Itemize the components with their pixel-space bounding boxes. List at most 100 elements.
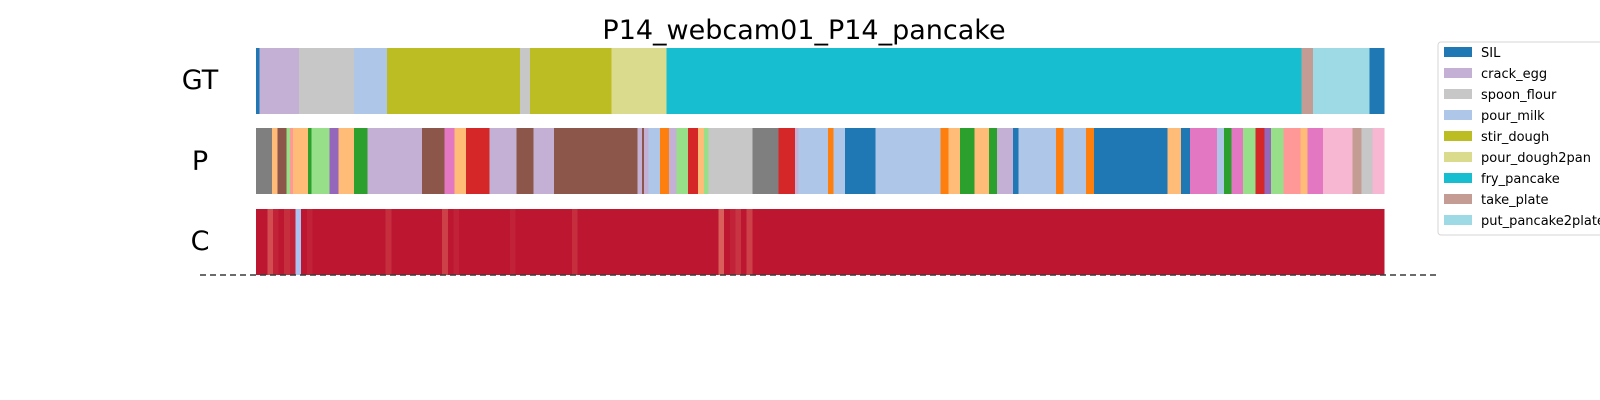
prediction-segment — [256, 128, 273, 194]
prediction-segment — [277, 128, 287, 194]
prediction-segment — [1307, 128, 1324, 194]
confidence-cell — [1085, 209, 1092, 275]
confidence-cell — [1378, 209, 1385, 275]
prediction-segment — [338, 128, 355, 194]
prediction-segment — [271, 128, 278, 194]
confidence-cell — [1079, 209, 1086, 275]
prediction-segment — [833, 128, 846, 194]
confidence-cell — [1350, 209, 1357, 275]
legend-label: pour_milk — [1481, 109, 1545, 124]
prediction-segment — [1055, 128, 1064, 194]
confidence-cell — [1316, 209, 1323, 275]
confidence-cell — [1068, 209, 1075, 275]
confidence-cell — [526, 209, 533, 275]
confidence-cell — [656, 209, 663, 275]
confidence-cell — [571, 209, 578, 275]
gt-segment — [1312, 48, 1370, 114]
confidence-cell — [312, 209, 319, 275]
gt-segment — [259, 48, 300, 114]
confidence-cell — [1355, 209, 1362, 275]
confidence-cell — [938, 209, 945, 275]
confidence-cell — [1062, 209, 1069, 275]
confidence-cell — [966, 209, 973, 275]
confidence-cell — [566, 209, 573, 275]
confidence-cell — [1028, 209, 1035, 275]
confidence-cell — [774, 209, 781, 275]
confidence-cell — [1011, 209, 1018, 275]
confidence-cell — [724, 209, 731, 275]
confidence-cell — [1333, 209, 1340, 275]
confidence-cell — [972, 209, 979, 275]
confidence-cell — [1180, 209, 1187, 275]
confidence-cell — [882, 209, 889, 275]
confidence-cell — [380, 209, 387, 275]
prediction-segment — [795, 128, 799, 194]
confidence-cell — [1113, 209, 1120, 275]
confidence-cell — [961, 209, 968, 275]
gt-segment — [530, 48, 612, 114]
confidence-cell — [695, 209, 702, 275]
confidence-cell — [803, 209, 810, 275]
confidence-cell — [1271, 209, 1278, 275]
prediction-segment — [1255, 128, 1265, 194]
legend-swatch — [1444, 194, 1472, 204]
prediction-segment — [489, 128, 517, 194]
confidence-cell — [752, 209, 759, 275]
legend-swatch — [1444, 68, 1472, 78]
confidence-cell — [944, 209, 951, 275]
confidence-cell — [848, 209, 855, 275]
confidence-cell — [346, 209, 353, 275]
prediction-segment — [827, 128, 834, 194]
confidence-cell — [825, 209, 832, 275]
prediction-segment — [1167, 128, 1182, 194]
prediction-segment — [989, 128, 998, 194]
confidence-cell — [853, 209, 860, 275]
row-label-p: P — [192, 146, 208, 177]
confidence-cell — [780, 209, 787, 275]
confidence-cell — [611, 209, 618, 275]
prediction-segment — [1217, 128, 1225, 194]
legend-label: spoon_flour — [1481, 88, 1557, 103]
confidence-cell — [1276, 209, 1283, 275]
confidence-cell — [1096, 209, 1103, 275]
confidence-cell — [402, 209, 409, 275]
legend-label: pour_dough2pan — [1481, 151, 1591, 166]
prediction-segment — [516, 128, 534, 194]
confidence-heatmap-row — [256, 209, 1385, 275]
confidence-cell — [363, 209, 370, 275]
confidence-cell — [836, 209, 843, 275]
confidence-cell — [1344, 209, 1351, 275]
confidence-cell — [735, 209, 742, 275]
confidence-cell — [464, 209, 471, 275]
confidence-cell — [538, 209, 545, 275]
prediction-segment — [1271, 128, 1284, 194]
confidence-cell — [1237, 209, 1244, 275]
confidence-cell — [594, 209, 601, 275]
confidence-cell — [588, 209, 595, 275]
prediction-segment — [293, 128, 309, 194]
confidence-cell — [289, 209, 296, 275]
confidence-cell — [600, 209, 607, 275]
confidence-cell — [808, 209, 815, 275]
confidence-cell — [673, 209, 680, 275]
confidence-cell — [1152, 209, 1159, 275]
confidence-cell — [679, 209, 686, 275]
confidence-cell — [842, 209, 849, 275]
confidence-cell — [628, 209, 635, 275]
confidence-cell — [831, 209, 838, 275]
confidence-cell — [887, 209, 894, 275]
confidence-cell — [701, 209, 708, 275]
confidence-cell — [1006, 209, 1013, 275]
confidence-cell — [1023, 209, 1030, 275]
prediction-segment — [1300, 128, 1308, 194]
confidence-cell — [1186, 209, 1193, 275]
prediction-segment — [708, 128, 753, 194]
confidence-cell — [1192, 209, 1199, 275]
confidence-cell — [949, 209, 956, 275]
prediction-segment — [752, 128, 779, 194]
confidence-cell — [684, 209, 691, 275]
confidence-cell — [1135, 209, 1142, 275]
confidence-cell — [729, 209, 736, 275]
prediction-segment — [1283, 128, 1301, 194]
confidence-cell — [442, 209, 449, 275]
